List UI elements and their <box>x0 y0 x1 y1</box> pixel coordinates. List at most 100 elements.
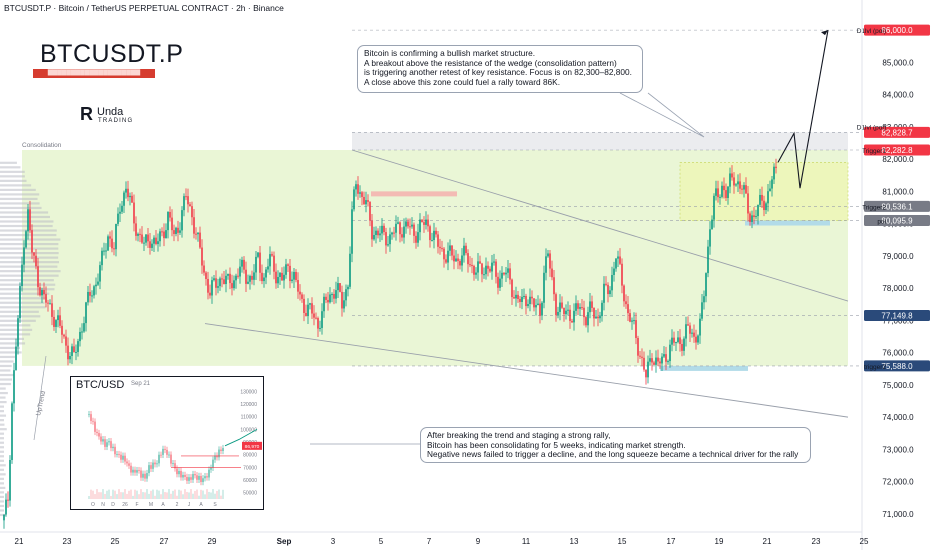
candle-body <box>287 264 289 266</box>
candle-body <box>723 186 725 190</box>
candle-body <box>527 304 529 306</box>
candle-body <box>141 234 143 242</box>
candle-body <box>509 268 511 279</box>
candle-body <box>91 295 93 296</box>
candle-body <box>497 277 499 288</box>
candle-body <box>213 278 215 280</box>
inset-volume-bar <box>89 496 90 499</box>
candle-body <box>635 320 637 338</box>
candle-body <box>425 220 427 225</box>
inset-candle-body <box>161 455 162 456</box>
y-tick-label: 82,000.0 <box>882 155 914 164</box>
volume-profile-bar <box>0 297 47 299</box>
candle-body <box>95 285 97 287</box>
candle-body <box>759 195 761 205</box>
candle-body <box>585 317 587 325</box>
candle-body <box>445 259 447 262</box>
inset-volume-bar <box>217 491 218 499</box>
candle-body <box>155 238 157 244</box>
candle-body <box>579 307 581 309</box>
candle-body <box>587 312 589 325</box>
candle-body <box>239 267 241 277</box>
inset-volume-bar <box>125 489 126 499</box>
candle-body <box>149 241 151 248</box>
volume-profile-bar <box>0 464 6 466</box>
candle-body <box>205 273 207 279</box>
inset-volume-bar <box>127 494 128 499</box>
candle-body <box>583 308 585 317</box>
candle-body <box>735 184 737 185</box>
candle-body <box>59 315 61 326</box>
candle-body <box>525 296 527 306</box>
candle-body <box>261 273 263 281</box>
candle-body <box>713 196 715 220</box>
candle-body <box>469 264 471 265</box>
inset-volume-bar <box>195 491 196 499</box>
price-level-value: 82,282.8 <box>881 146 913 155</box>
bottom-callout[interactable]: After breaking the trend and staging a s… <box>420 427 811 463</box>
inset-candle-body <box>143 474 144 478</box>
candle-body <box>749 213 751 222</box>
inset-volume-bar <box>147 489 148 499</box>
candle-body <box>337 283 339 290</box>
candle-body <box>755 216 757 217</box>
candle-body <box>151 244 153 248</box>
candle-body <box>481 264 483 275</box>
candle-body <box>339 283 341 292</box>
candle-body <box>353 189 355 209</box>
volume-profile-bar <box>0 378 12 380</box>
candle-body <box>41 290 43 295</box>
volume-profile-bar <box>0 496 4 498</box>
candle-body <box>753 215 755 217</box>
candle-body <box>245 270 247 284</box>
price-level-value: 75,588.0 <box>881 362 913 371</box>
volume-profile-bar <box>0 338 24 340</box>
volume-profile-bar <box>0 257 58 259</box>
x-tick-label: 19 <box>715 537 724 546</box>
inset-x-tick: 26 <box>122 502 128 508</box>
candle-body <box>597 317 599 319</box>
candle-body <box>291 280 293 281</box>
inset-volume-bar <box>115 491 116 499</box>
candle-body <box>467 253 469 264</box>
candle-body <box>183 196 185 210</box>
x-tick-label: 25 <box>111 537 120 546</box>
candle-body <box>211 280 213 295</box>
volume-profile-bar <box>0 211 48 213</box>
inset-volume-bar <box>107 491 108 499</box>
candle-body <box>231 283 233 288</box>
candle-body <box>537 304 539 305</box>
candle-body <box>139 234 141 235</box>
candle-body <box>35 256 37 267</box>
candle-body <box>503 273 505 275</box>
candle-body <box>107 236 109 250</box>
volume-profile-bar <box>0 193 39 195</box>
candle-body <box>745 185 747 193</box>
inset-volume-bar <box>201 490 202 499</box>
inset-candle-body <box>167 450 168 455</box>
candle-body <box>523 296 525 297</box>
inset-candle-body <box>195 474 196 475</box>
candle-body <box>391 233 393 235</box>
candle-body <box>499 279 501 288</box>
candle-body <box>75 352 77 353</box>
candle-body <box>257 253 259 257</box>
candle-body <box>669 345 671 361</box>
candle-body <box>51 303 53 317</box>
candle-body <box>695 337 697 343</box>
inset-candle-body <box>171 455 172 464</box>
candle-body <box>83 323 85 331</box>
level-name: Trigger2 <box>862 204 886 211</box>
candle-body <box>9 460 11 501</box>
candle-body <box>277 277 279 283</box>
candle-body <box>117 214 119 224</box>
candle-body <box>57 315 59 320</box>
volume-profile-bar <box>0 184 31 186</box>
volume-profile-bar <box>0 266 57 268</box>
volume-profile-bar <box>0 514 6 516</box>
top-callout[interactable]: Bitcoin is confirming a bullish market s… <box>357 45 643 93</box>
inset-candle-body <box>175 463 176 468</box>
inset-volume-bar <box>211 493 212 499</box>
candle-body <box>49 303 51 304</box>
candle-body <box>665 354 667 362</box>
